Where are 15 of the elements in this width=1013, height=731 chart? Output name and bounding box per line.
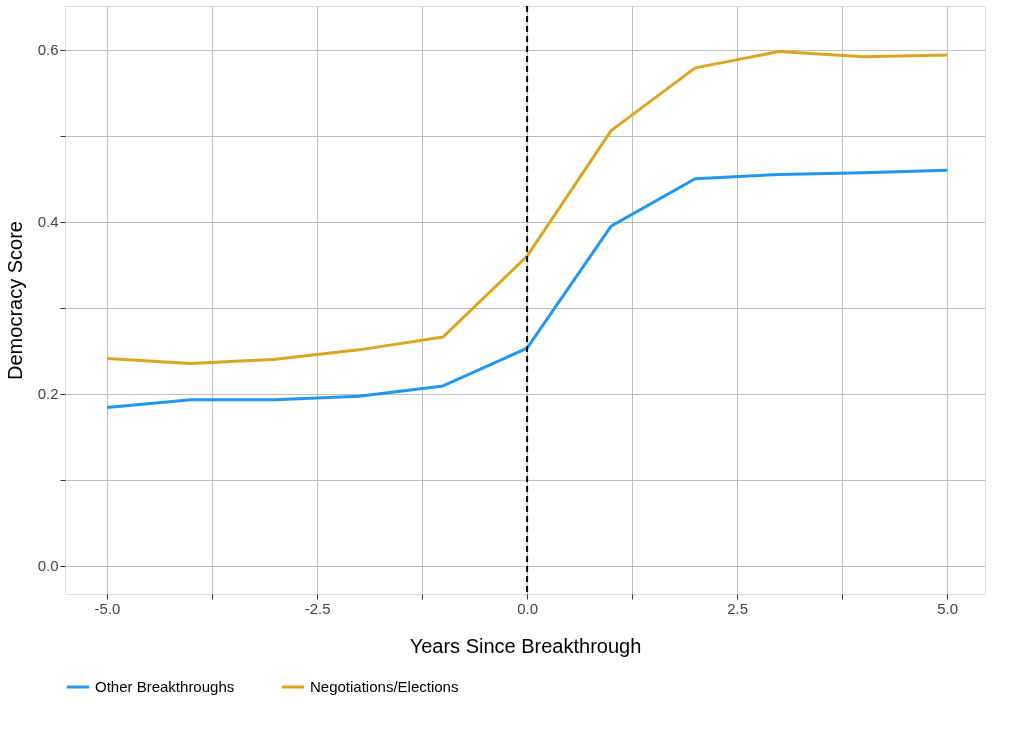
x-tick-label: 5.0 [937, 599, 959, 617]
y-tick-label: 0.4 [37, 213, 59, 231]
x-tick-label: -5.0 [94, 599, 121, 617]
x-tick-label: 2.5 [727, 599, 749, 617]
x-tick-label: 0.0 [517, 599, 539, 617]
y-tick-label: 0.0 [37, 557, 59, 575]
x-tick-label: -2.5 [304, 599, 331, 617]
legend-label: Other Breakthroughs [95, 678, 235, 695]
y-tick-label: 0.6 [37, 41, 59, 59]
legend-label: Negotiations/Elections [310, 678, 459, 695]
line-series [105, 168, 949, 409]
y-tick-label: 0.2 [37, 385, 59, 403]
line-series [105, 50, 949, 366]
y-axis-title: Democracy Score [3, 221, 26, 380]
x-axis-title: Years Since Breakthrough [409, 634, 642, 657]
